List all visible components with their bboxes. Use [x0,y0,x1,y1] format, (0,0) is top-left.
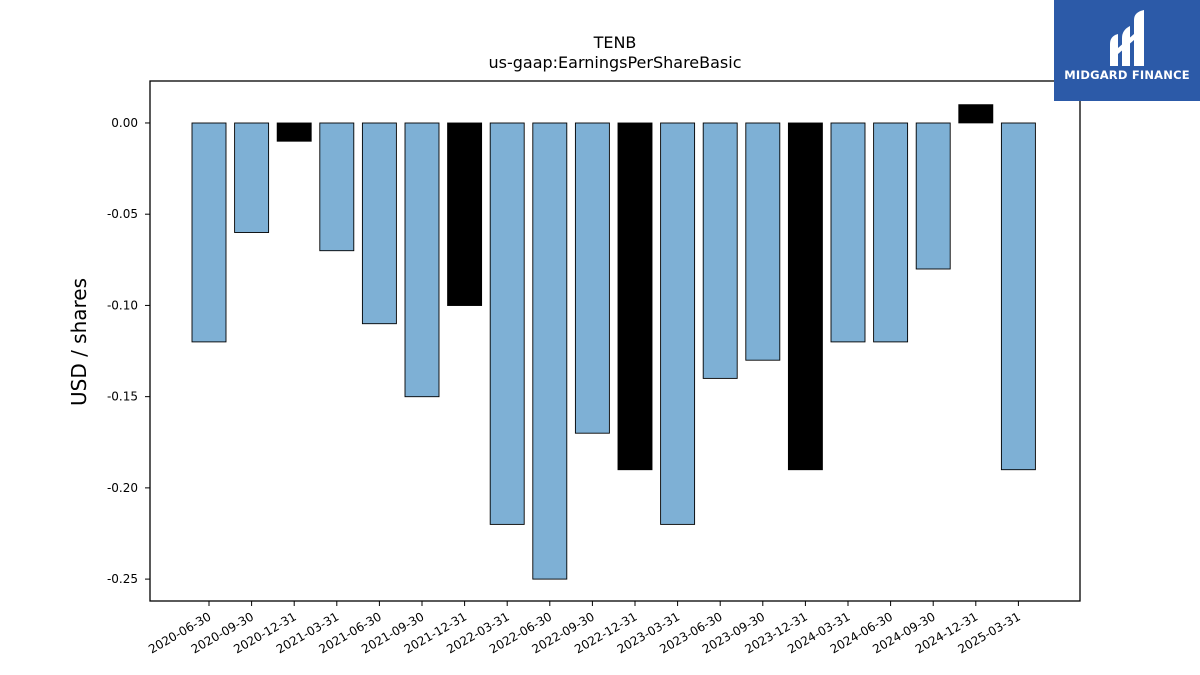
bar-2023-06-30 [702,122,738,379]
midgard-finance-logo: MIDGARD FINANCE [1054,0,1200,101]
y-tick-label: -0.05 [107,207,138,221]
bar-2023-12-31 [787,122,823,471]
chart-subtitle: us-gaap:EarningsPerShareBasic [488,53,741,72]
chart-title: TENB [593,33,637,52]
logo-mark-icon [1110,10,1144,66]
bar-2023-03-31 [660,122,696,525]
y-axis-label: USD / shares [67,278,91,406]
bar-2023-09-30 [745,122,781,361]
logo-text: MIDGARD FINANCE [1064,68,1190,82]
plot-frame [149,80,1081,602]
y-tick-label: -0.10 [107,298,138,312]
bar-2020-09-30 [234,122,270,233]
bars-group [191,104,1036,580]
bar-2022-12-31 [617,122,653,471]
x-ticks-group: 2020-06-302020-09-302020-12-312021-03-31… [146,601,1023,656]
bar-2020-06-30 [191,122,227,343]
bar-2022-09-30 [574,122,610,434]
bar-2021-06-30 [361,122,397,325]
bar-2021-09-30 [404,122,440,398]
bar-2022-03-31 [489,122,525,525]
y-ticks-group: 0.00 -0.05 -0.10 -0.15 -0.20 -0.25 [107,116,150,586]
bar-2024-12-31 [958,104,994,124]
bar-2025-03-31 [1000,122,1036,471]
y-tick-label: 0.00 [111,116,138,130]
bar-2024-03-31 [830,122,866,343]
bar-2022-06-30 [532,122,568,580]
bar-2024-06-30 [873,122,909,343]
y-tick-label: -0.25 [107,572,138,586]
y-tick-label: -0.20 [107,481,138,495]
bar-2021-03-31 [319,122,355,252]
bar-2020-12-31 [276,122,312,142]
bar-2021-12-31 [447,122,483,306]
bar-2024-09-30 [915,122,951,270]
y-tick-label: -0.15 [107,390,138,404]
